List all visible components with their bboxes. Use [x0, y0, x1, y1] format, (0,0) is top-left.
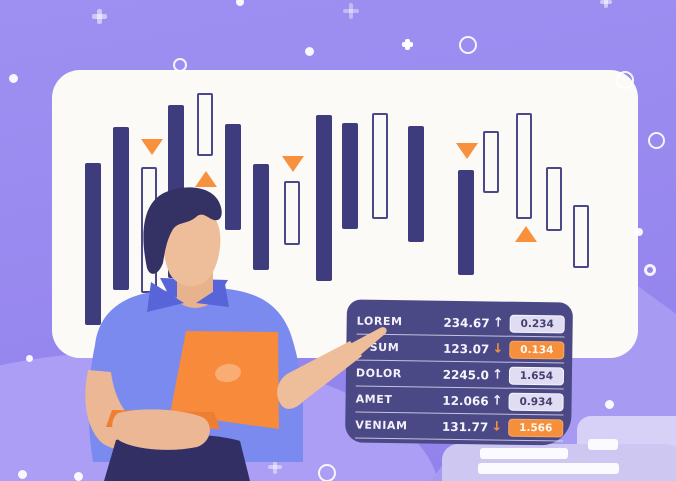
ticker-price: 131.77 [441, 419, 489, 434]
change-badge: 1.566 [508, 418, 564, 437]
candle-bar-9 [316, 115, 332, 281]
change-badge: 0.134 [509, 340, 565, 359]
dot-decoration [236, 0, 244, 6]
circle-decoration [648, 132, 665, 149]
ticker-price: 234.67 [443, 315, 490, 330]
change-badge: 1.654 [508, 366, 565, 385]
candle-bar-12 [408, 126, 424, 242]
plus-decoration [268, 460, 282, 474]
ticker-table-body: LOREM 234.67 ↑ 0.234 IPSUM 123.07 ↓ 0.134 DOLOR 2… [355, 308, 565, 442]
trend-marker-up-icon [195, 171, 217, 187]
change-badge: 0.234 [509, 314, 565, 333]
trend-marker-down-icon [141, 139, 163, 155]
candle-bar-16 [546, 167, 562, 231]
circle-decoration [616, 71, 634, 89]
circle-decoration [173, 58, 187, 72]
plus-decoration [92, 9, 107, 24]
ticker-symbol: AMET [355, 392, 393, 407]
circle-decoration [459, 36, 477, 54]
candle-bar-7 [253, 164, 269, 270]
ticker-symbol: DOLOR [355, 366, 402, 381]
trend-down-icon: ↓ [491, 419, 503, 435]
change-badge: 0.934 [508, 392, 564, 411]
document-line [478, 463, 619, 474]
trend-marker-down-icon [282, 156, 304, 172]
candle-bar-11 [372, 113, 388, 219]
ticker-row: VENIAM 131.77 ↓ 1.566 [355, 412, 564, 442]
plus-decoration [600, 0, 612, 8]
candle-bar-14 [483, 131, 499, 193]
ticker-row: IPSUM 123.07 ↓ 0.134 [356, 334, 565, 364]
ticker-row: DOLOR 2245.0 ↑ 1.654 [355, 360, 565, 390]
document-line [480, 448, 568, 459]
plus-decoration [343, 3, 359, 19]
candle-bar-8 [284, 181, 300, 245]
ticker-symbol: LOREM [356, 314, 403, 329]
document-line [588, 439, 618, 450]
plus-decoration [402, 39, 413, 50]
trend-up-icon: ↑ [492, 315, 504, 331]
ticker-symbol: VENIAM [355, 418, 408, 433]
candle-bar-5 [197, 93, 213, 156]
circle-decoration [644, 264, 656, 276]
dot-decoration [605, 400, 614, 409]
dot-decoration [635, 228, 643, 236]
dot-decoration [305, 47, 314, 56]
trend-up-icon: ↑ [491, 367, 504, 383]
trend-up-icon: ↑ [491, 393, 503, 409]
trend-down-icon: ↓ [492, 341, 504, 357]
candle-bar-13 [458, 170, 474, 275]
dot-decoration [9, 74, 18, 83]
ticker-price: 2245.0 [442, 367, 490, 382]
trend-marker-up-icon [515, 226, 537, 242]
ticker-row: AMET 12.066 ↑ 0.934 [355, 386, 564, 416]
dot-decoration [18, 470, 27, 479]
ticker-row: LOREM 234.67 ↑ 0.234 [356, 308, 565, 338]
ticker-price: 123.07 [442, 341, 490, 356]
ticker-symbol: IPSUM [356, 340, 400, 355]
candle-bar-10 [342, 123, 358, 229]
dot-decoration [74, 472, 83, 481]
candle-bar-15 [516, 113, 532, 219]
ticker-price: 12.066 [442, 393, 489, 408]
candle-bar-6 [225, 124, 241, 230]
candle-bar-17 [573, 205, 589, 268]
trend-marker-down-icon [456, 143, 478, 159]
ticker-board: LOREM 234.67 ↑ 0.234 IPSUM 123.07 ↓ 0.134 DOLOR 2… [345, 299, 573, 446]
dot-decoration [26, 355, 33, 362]
